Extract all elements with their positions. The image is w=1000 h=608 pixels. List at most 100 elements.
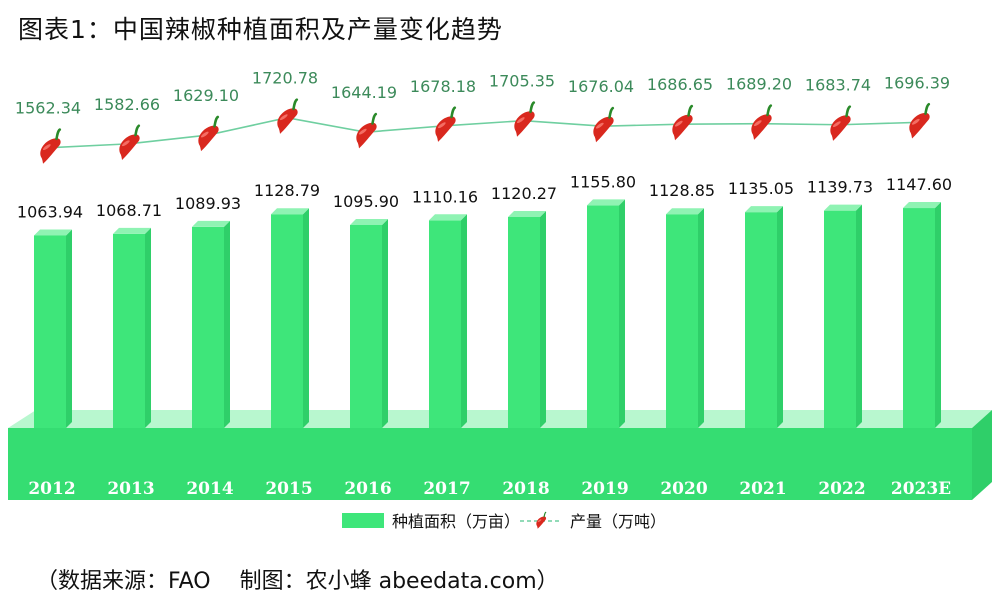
production-value-label: 1705.35 <box>489 72 555 91</box>
chili-highlight <box>121 140 130 147</box>
data-source-note: （数据来源：FAO 制图：农小蜂 abeedata.com） <box>36 569 559 594</box>
chili-body <box>277 108 298 134</box>
category-label: 2015 <box>265 479 312 499</box>
bar-front <box>34 235 66 428</box>
chili-pepper-icon <box>672 104 694 141</box>
bar-side <box>698 208 704 428</box>
bar-2017 <box>429 214 467 428</box>
bar-top <box>34 229 72 236</box>
chili-body <box>672 114 693 141</box>
production-value-label: 1676.04 <box>568 77 634 96</box>
chili-pepper-icon <box>536 511 547 529</box>
chili-pepper-icon <box>909 102 931 139</box>
chili-body <box>119 134 140 160</box>
category-label: 2022 <box>818 479 865 499</box>
bar-2012 <box>34 229 72 428</box>
bar-top <box>350 218 388 225</box>
chili-pepper-icon <box>40 128 62 164</box>
chili-highlight <box>516 117 525 124</box>
bar-side <box>856 204 862 428</box>
bar-side <box>540 211 546 428</box>
area-value-label: 1095.90 <box>333 192 399 211</box>
chili-highlight <box>674 120 683 127</box>
bar-side <box>303 208 309 428</box>
category-label: 2020 <box>660 479 707 499</box>
area-value-label: 1128.79 <box>254 181 320 200</box>
chili-highlight <box>832 121 841 128</box>
chili-highlight <box>42 144 51 151</box>
chili-pepper-icon <box>514 101 536 137</box>
bar-2022 <box>824 204 862 428</box>
bar-2018 <box>508 211 546 428</box>
chili-body <box>909 112 930 139</box>
chili-stem <box>529 101 536 114</box>
bar-2014 <box>192 220 230 428</box>
chili-pepper-icon <box>830 105 852 141</box>
bar-front <box>192 226 224 428</box>
production-value-label: 1683.74 <box>805 76 871 95</box>
bar-front <box>508 217 540 428</box>
chili-stem <box>845 105 852 118</box>
area-value-label: 1128.85 <box>649 181 715 200</box>
chili-body <box>830 115 851 141</box>
chili-pepper-icon <box>751 104 773 140</box>
bar-side <box>382 218 388 428</box>
production-line <box>49 116 920 149</box>
bar-front <box>745 212 777 428</box>
bar-side <box>461 214 467 428</box>
bar-top <box>903 202 941 209</box>
chili-body <box>751 114 772 140</box>
chili-pepper-icon <box>435 106 457 142</box>
category-label: 2016 <box>344 479 391 499</box>
area-value-label: 1120.27 <box>491 184 557 203</box>
bar-2021 <box>745 206 783 428</box>
chili-stem <box>213 115 220 128</box>
production-value-label: 1689.20 <box>726 75 792 94</box>
bar-front <box>350 224 382 428</box>
bar-top <box>587 199 625 206</box>
chili-stem <box>687 104 694 117</box>
platform-side <box>972 410 992 500</box>
legend-label-area: 种植面积（万亩） <box>392 512 520 531</box>
chili-stem <box>371 112 378 125</box>
chili-highlight <box>753 120 762 127</box>
chili-highlight <box>437 122 446 129</box>
production-value-label: 1696.39 <box>884 73 950 92</box>
bar-top <box>745 206 783 213</box>
area-value-label: 1135.05 <box>728 179 794 198</box>
bar-2016 <box>350 218 388 428</box>
production-value-label: 1562.34 <box>15 99 81 118</box>
bar-side <box>777 206 783 428</box>
bar-top <box>113 227 151 234</box>
area-value-label: 1089.93 <box>175 194 241 213</box>
chili-body <box>356 122 377 149</box>
bar-2015 <box>271 208 309 428</box>
bar-side <box>935 202 941 428</box>
production-value-label: 1720.78 <box>252 69 318 88</box>
chili-body <box>514 111 535 137</box>
bar-top <box>666 208 704 215</box>
chili-stem <box>134 124 141 137</box>
bar-side <box>66 229 72 428</box>
chili-highlight <box>595 122 604 129</box>
chili-pepper-icon <box>198 115 220 152</box>
bar-2020 <box>666 208 704 428</box>
bar-top <box>192 220 230 227</box>
chili-highlight <box>537 519 542 523</box>
bar-front <box>903 208 935 428</box>
category-label: 2012 <box>28 479 75 499</box>
area-value-label: 1139.73 <box>807 178 873 197</box>
bar-front <box>113 233 145 428</box>
category-label: 2014 <box>186 479 233 499</box>
platform-front <box>8 428 972 500</box>
chili-pepper-icon <box>356 112 378 149</box>
bar-side <box>145 227 151 428</box>
chili-highlight <box>279 114 288 121</box>
production-value-label: 1644.19 <box>331 83 397 102</box>
chili-stem <box>543 511 547 518</box>
chili-stem <box>55 128 62 141</box>
bar-top <box>508 211 546 218</box>
chili-stem <box>608 106 615 119</box>
bar-top <box>429 214 467 221</box>
